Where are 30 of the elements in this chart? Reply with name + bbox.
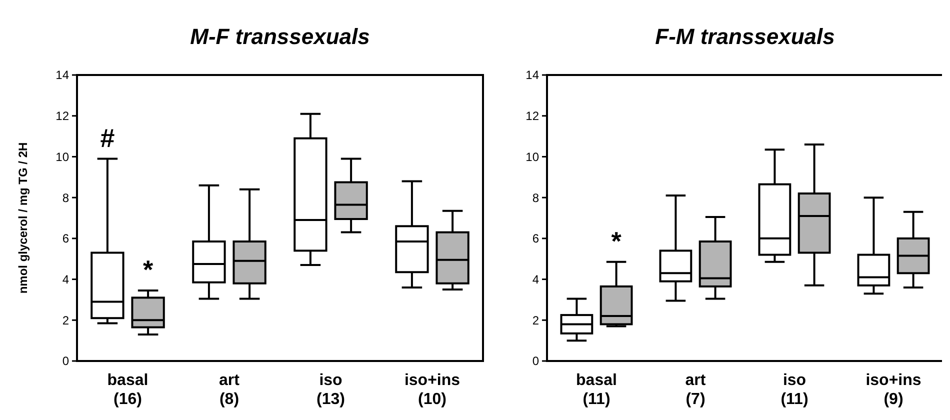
x-tick-label: iso (11) xyxy=(780,372,808,408)
x-tick-label: basal (11) xyxy=(576,372,617,408)
annotation: * xyxy=(611,226,622,256)
x-tick-label: basal (16) xyxy=(107,372,148,408)
chart-title: F-M transsexuals xyxy=(655,24,835,49)
y-tick-label: 12 xyxy=(526,109,540,124)
x-tick-label: iso+ins (10) xyxy=(404,372,460,408)
x-tick-label: iso (13) xyxy=(316,372,345,408)
y-tick-label: 14 xyxy=(56,68,70,82)
annotation: # xyxy=(100,122,116,153)
x-tick-label: art (8) xyxy=(219,372,240,408)
y-tick-label: 6 xyxy=(532,232,540,246)
y-tick-label: 6 xyxy=(62,232,70,246)
y-tick-label: 10 xyxy=(56,150,70,164)
y-tick-label: 4 xyxy=(532,272,540,286)
y-tick-label: 0 xyxy=(62,354,70,368)
y-tick-label: 14 xyxy=(526,68,540,82)
y-tick-label: 4 xyxy=(62,272,70,286)
y-axis-title: nmol glycerol / mg TG / 2H xyxy=(16,142,30,294)
annotation: * xyxy=(142,254,154,285)
chart-title: M-F transsexuals xyxy=(190,24,370,49)
y-tick-label: 0 xyxy=(532,354,540,368)
y-tick-label: 2 xyxy=(62,313,70,328)
y-tick-label: 8 xyxy=(532,190,540,205)
x-tick-label: art (7) xyxy=(685,372,706,408)
y-tick-label: 2 xyxy=(532,313,540,328)
y-tick-label: 8 xyxy=(62,190,70,205)
x-tick-label: iso+ins (9) xyxy=(866,372,922,408)
y-tick-label: 10 xyxy=(526,150,540,164)
y-tick-label: 12 xyxy=(56,109,70,124)
